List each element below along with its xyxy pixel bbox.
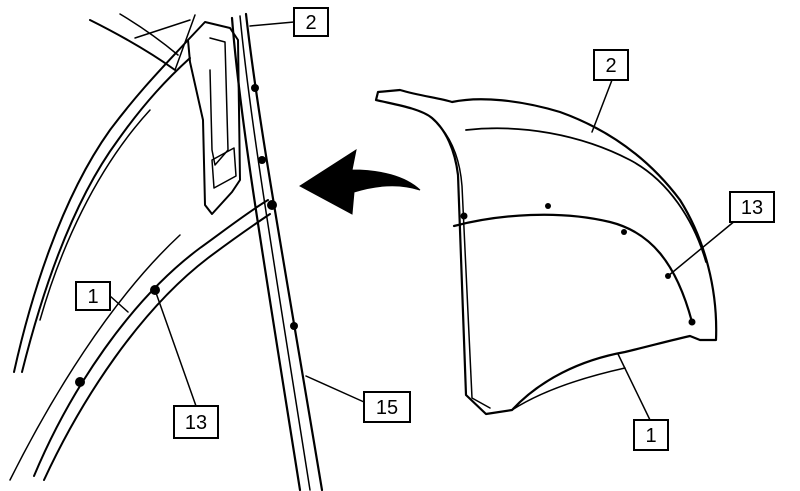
fender-lip-outer (33, 199, 269, 477)
body-curve-3 (39, 109, 151, 321)
svg-text:15: 15 (376, 397, 398, 419)
fastener-dot (251, 84, 259, 92)
roof-line-1 (89, 19, 176, 71)
roof-line-3 (134, 19, 191, 39)
callout-right-panel: 1 (633, 419, 669, 451)
svg-text:2: 2 (605, 55, 616, 77)
vertical-trim-strip-mid (239, 15, 311, 491)
callout-left-panel: 1 (75, 281, 111, 311)
callout-right-fastener: 13 (729, 191, 775, 223)
callout-left-fastener: 13 (173, 405, 219, 439)
svg-text:1: 1 (645, 425, 656, 447)
rivet (621, 229, 627, 235)
pillar-bracket (187, 21, 241, 215)
fastener-dot (290, 322, 298, 330)
rivet (545, 203, 551, 209)
svg-text:13: 13 (185, 412, 207, 434)
panel-inner-edge (435, 121, 491, 409)
right-leaders (591, 79, 737, 421)
fastener-dot (75, 377, 85, 387)
panel-seam (452, 213, 694, 324)
detached-panel (374, 88, 718, 416)
svg-text:2: 2 (305, 12, 316, 34)
callout-right-top: 2 (593, 49, 629, 81)
fender-lip-line (9, 234, 181, 481)
direction-arrow (299, 148, 421, 215)
panel-outline (374, 88, 718, 416)
left-leaders (109, 21, 365, 407)
rivet (460, 212, 468, 220)
vehicle-body-view (9, 12, 324, 491)
callout-left-trim: 15 (363, 391, 411, 423)
roof-line-2 (119, 13, 179, 56)
svg-text:13: 13 (741, 197, 763, 219)
fastener-dot (267, 200, 277, 210)
fastener-dot (258, 156, 266, 164)
pillar-bracket-window (211, 147, 237, 189)
panel-bottom-edge (511, 367, 626, 411)
panel-top-crease (465, 127, 707, 263)
vertical-trim-strip-outer (230, 16, 302, 491)
pillar-bracket-inner (209, 37, 229, 166)
roof-line-4 (174, 14, 196, 71)
callout-left-top: 2 (293, 7, 329, 37)
fender-lip-inner (43, 213, 271, 481)
svg-text:1: 1 (87, 286, 98, 308)
body-outer-curve (13, 39, 189, 373)
body-inner-curve (21, 57, 191, 373)
rivet (688, 318, 696, 326)
